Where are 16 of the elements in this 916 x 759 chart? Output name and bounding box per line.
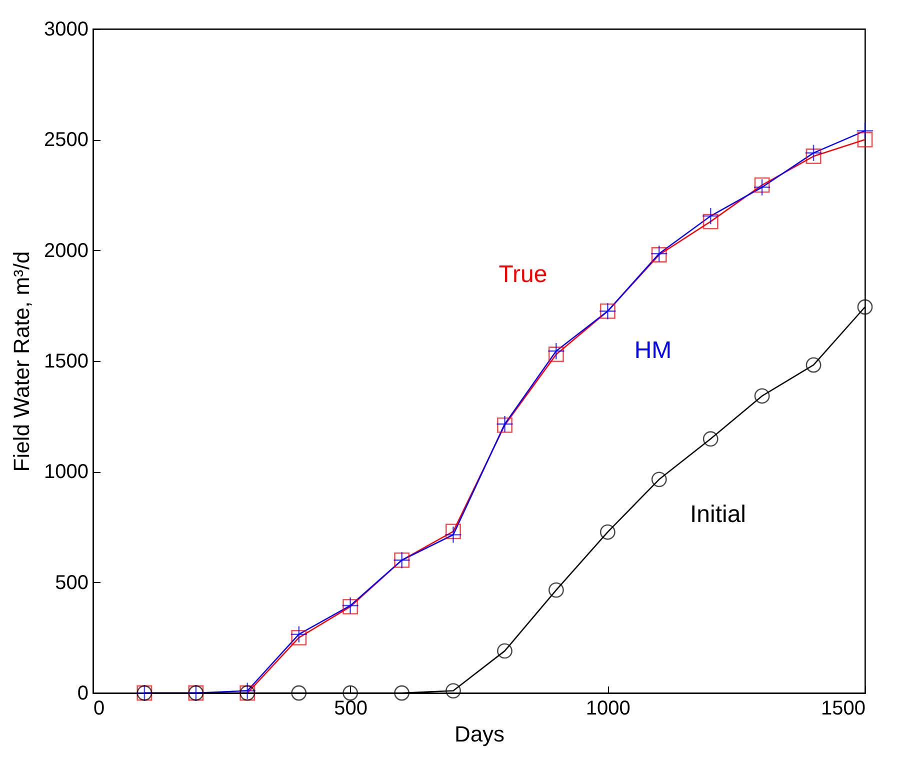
x-tick-label: 1000	[586, 698, 630, 720]
y-tick-label: 3000	[44, 18, 88, 40]
x-axis-title: Days	[454, 722, 505, 746]
y-tick-label: 2500	[44, 129, 88, 152]
x-tick-label: 0	[94, 698, 105, 720]
y-tick-label: 1500	[44, 350, 88, 372]
x-tick-label: 1500	[821, 698, 866, 720]
y-axis-title: Field Water Rate, m³/d	[9, 251, 34, 472]
series-label: Initial	[690, 501, 746, 528]
y-tick-label: 0	[77, 682, 88, 704]
y-tick-label: 500	[55, 572, 88, 594]
y-tick-label: 1000	[44, 461, 88, 484]
series-label: HM	[634, 337, 672, 364]
y-tick-label: 2000	[44, 240, 88, 262]
x-tick-label: 500	[334, 698, 368, 720]
text: True	[498, 261, 548, 288]
